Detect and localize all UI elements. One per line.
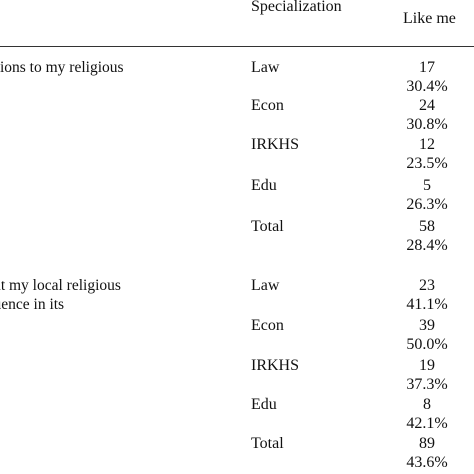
specialization-cell: IRKHS xyxy=(251,357,300,374)
count-cell: 8 xyxy=(423,396,431,413)
question-line: ave some influence in its xyxy=(0,296,65,313)
percent-cell: 37.3% xyxy=(406,376,448,393)
count-cell: 58 xyxy=(419,218,435,235)
header-rule xyxy=(0,46,474,47)
percent-cell: 30.8% xyxy=(406,116,448,133)
count-cell: 17 xyxy=(419,59,435,76)
question-text: ucial contributions to my religious . xyxy=(0,58,240,104)
question-line: informed about my local religious xyxy=(0,277,121,294)
column-header-specialization: Specialization xyxy=(251,0,342,15)
specialization-cell: Econ xyxy=(251,317,284,334)
specialization-cell: Law xyxy=(251,59,280,76)
count-cell: 5 xyxy=(423,177,431,194)
percent-cell: 42.1% xyxy=(406,415,448,432)
count-cell: 12 xyxy=(419,136,435,153)
count-cell: 24 xyxy=(419,97,435,114)
percent-cell: 50.0% xyxy=(406,336,448,353)
specialization-cell: Edu xyxy=(251,396,277,413)
specialization-cell: Total xyxy=(251,218,284,235)
column-header-like-me: Like me xyxy=(403,10,456,27)
question-text: informed about my local religious ave so… xyxy=(0,276,240,322)
specialization-cell: Econ xyxy=(251,97,284,114)
percent-cell: 26.3% xyxy=(406,196,448,213)
count-cell: 19 xyxy=(419,357,435,374)
percent-cell: 28.4% xyxy=(406,237,448,254)
question-line: ucial contributions to my religious xyxy=(0,59,124,76)
count-cell: 39 xyxy=(419,317,435,334)
percent-cell: 30.4% xyxy=(406,78,448,95)
specialization-cell: Law xyxy=(251,277,280,294)
count-cell: 89 xyxy=(419,435,435,452)
percent-cell: 43.6% xyxy=(406,454,448,471)
count-cell: 23 xyxy=(419,277,435,294)
question-line: . xyxy=(0,77,240,96)
percent-cell: 23.5% xyxy=(406,155,448,172)
specialization-cell: Edu xyxy=(251,177,277,194)
specialization-cell: IRKHS xyxy=(251,136,300,153)
specialization-cell: Total xyxy=(251,435,284,452)
percent-cell: 41.1% xyxy=(406,296,448,313)
